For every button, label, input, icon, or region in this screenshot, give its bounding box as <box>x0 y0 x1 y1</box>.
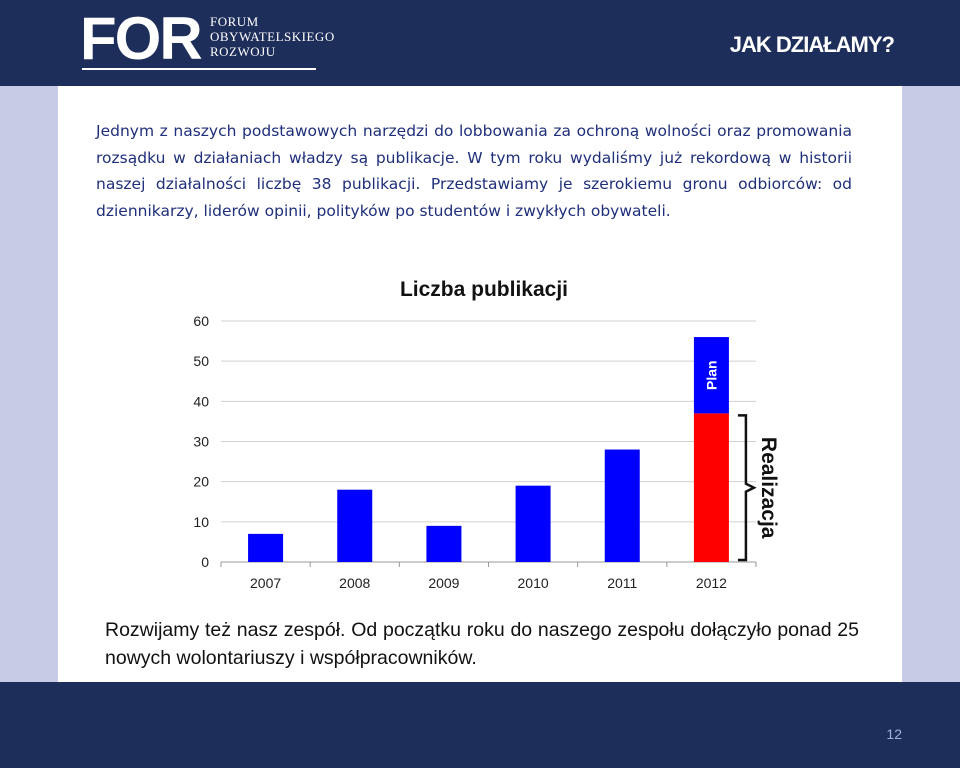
page-number: 12 <box>886 726 902 742</box>
logo-line-3: ROZWOJU <box>210 44 276 59</box>
realizacja-label: Realizacja <box>757 437 780 539</box>
slide-content: Jednym z naszych podstawowych narzędzi d… <box>58 86 902 682</box>
x-tick-label: 2008 <box>339 575 370 591</box>
header-bar: FOR FORUM OBYWATELSKIEGO ROZWOJU JAK DZI… <box>0 0 960 86</box>
bar-2008 <box>337 489 373 562</box>
logo-wordmark: FORUM OBYWATELSKIEGO ROZWOJU <box>210 14 335 59</box>
footer-bar: 12 <box>0 682 960 768</box>
y-tick-label: 50 <box>193 353 209 369</box>
bar-2009 <box>426 525 462 562</box>
bar-2012-plan <box>693 337 729 414</box>
section-title: JAK DZIAŁAMY? <box>729 32 895 57</box>
x-tick-label: 2010 <box>518 575 549 591</box>
x-tick-label: 2011 <box>607 575 637 591</box>
intro-paragraph: Jednym z naszych podstawowych narzędzi d… <box>96 122 852 220</box>
bar-2012-realizacja <box>693 413 729 562</box>
realizacja-bracket <box>737 414 757 562</box>
x-tick-label: 2012 <box>696 575 727 591</box>
y-tick-label: 60 <box>193 313 209 329</box>
chart-title: Liczba publikacji <box>400 278 568 301</box>
bar-2010 <box>515 485 551 562</box>
logo-line-1: FORUM <box>210 14 259 29</box>
bar-2007 <box>248 533 284 562</box>
logo-line-2: OBYWATELSKIEGO <box>210 29 335 44</box>
logo-mark: FOR <box>80 5 203 72</box>
plan-label: Plan <box>703 360 719 390</box>
outro-paragraph: Rozwijamy też nasz zespół. Od początku r… <box>105 619 859 669</box>
bar-2011 <box>604 449 640 562</box>
y-tick-label: 30 <box>193 434 209 450</box>
x-tick-label: 2007 <box>250 575 281 591</box>
y-tick-label: 0 <box>201 554 209 570</box>
logo-underline <box>82 68 316 70</box>
x-tick-label: 2009 <box>428 575 459 591</box>
y-tick-label: 40 <box>193 393 209 409</box>
y-tick-label: 10 <box>193 514 209 530</box>
publications-chart: Liczba publikacji 0 10 20 30 40 50 60 2007 2008 2… <box>193 278 780 591</box>
y-tick-label: 20 <box>193 474 209 490</box>
